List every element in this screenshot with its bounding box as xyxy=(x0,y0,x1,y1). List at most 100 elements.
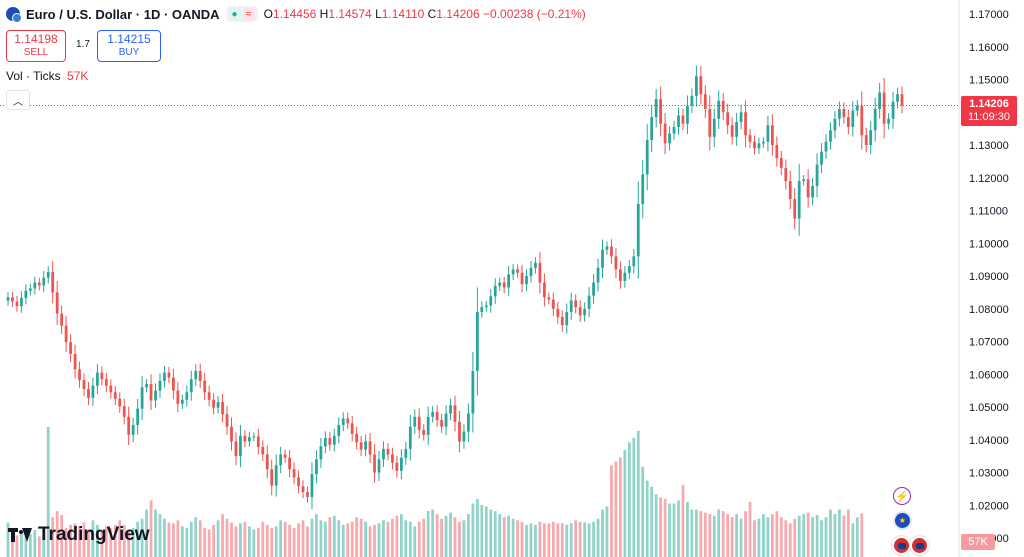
candle-body xyxy=(399,457,403,471)
candle-body xyxy=(806,179,810,198)
candle-body xyxy=(601,249,604,268)
candle-body xyxy=(681,115,685,124)
volume-bar xyxy=(475,498,479,557)
candle-body xyxy=(256,436,260,447)
volume-legend[interactable]: Vol · Ticks 57K xyxy=(6,69,88,83)
eu-flag-event-icon[interactable]: ★ xyxy=(893,511,912,530)
candle-body xyxy=(900,94,904,106)
volume-bar xyxy=(708,514,712,557)
volume-bar xyxy=(46,427,50,557)
candle-body xyxy=(319,446,323,460)
volume-bar xyxy=(480,505,484,557)
volume-bar xyxy=(565,524,569,557)
buy-button[interactable]: 1.14215 BUY xyxy=(97,30,161,62)
volume-bar xyxy=(681,485,685,557)
sell-price: 1.14198 xyxy=(14,32,58,46)
candle-body xyxy=(207,392,211,400)
volume-bar xyxy=(547,523,551,557)
candle-body xyxy=(315,459,318,475)
candle-body xyxy=(131,425,135,435)
candle-body xyxy=(712,118,716,137)
volume-bar xyxy=(207,529,211,557)
volume-bar xyxy=(793,518,797,557)
volume-bar xyxy=(453,517,457,557)
volume-bar xyxy=(838,509,841,557)
candle-body xyxy=(538,262,542,283)
candle-body xyxy=(614,256,618,270)
volume-bar xyxy=(413,526,417,557)
candle-body xyxy=(212,399,216,408)
volume-bar xyxy=(78,526,81,557)
candle-body xyxy=(516,269,519,273)
volume-bar xyxy=(176,520,180,557)
volume-bar xyxy=(373,524,376,557)
volume-bar xyxy=(145,509,148,557)
symbol-title[interactable]: Euro / U.S. Dollar · 1D · OANDA xyxy=(26,6,220,22)
volume-bar xyxy=(172,523,175,557)
candle-body xyxy=(650,117,654,141)
volume-bar xyxy=(614,461,618,557)
candle-body xyxy=(811,185,814,198)
volume-bar xyxy=(623,449,627,557)
candle-body xyxy=(78,369,81,381)
volume-bars xyxy=(6,427,864,557)
volume-bar xyxy=(574,520,578,557)
price-axis-tick: 1.04000 xyxy=(969,435,1009,447)
volume-bar xyxy=(319,520,323,557)
volume-bar xyxy=(194,517,198,557)
price-axis[interactable]: 1.010001.020001.030001.040001.050001.060… xyxy=(969,9,1009,545)
high-value: 1.14574 xyxy=(328,7,372,21)
candle-body xyxy=(113,392,117,399)
volume-bar xyxy=(632,437,636,557)
volume-bar xyxy=(462,520,466,557)
candle-body xyxy=(833,118,837,131)
price-axis-tick: 1.16000 xyxy=(969,42,1009,54)
volume-bar xyxy=(42,526,46,557)
candle-body xyxy=(748,135,752,142)
candle-body xyxy=(15,301,19,307)
volume-bar xyxy=(225,518,229,557)
candle-body xyxy=(498,282,502,286)
volume-bar xyxy=(690,509,694,557)
candle-body xyxy=(824,141,828,152)
volume-bar xyxy=(377,523,381,557)
candle-body xyxy=(24,290,28,298)
candle-body xyxy=(189,379,193,393)
bar-countdown: 11:09:30 xyxy=(967,111,1010,123)
candle-body xyxy=(694,76,698,96)
price-axis-tick: 1.11000 xyxy=(969,206,1008,218)
volume-bar xyxy=(270,527,274,557)
open-value: 1.14456 xyxy=(272,7,317,21)
volume-bar xyxy=(127,529,131,557)
candle-body xyxy=(793,199,797,219)
candle-body xyxy=(708,108,712,137)
sell-button[interactable]: 1.14198 SELL xyxy=(6,30,66,62)
candle-body xyxy=(873,108,877,131)
collapse-legend-button[interactable]: ︿ xyxy=(6,90,30,110)
volume-bar xyxy=(386,521,390,557)
volume-bar xyxy=(82,522,86,557)
volume-bar xyxy=(583,522,587,557)
candle-body xyxy=(672,126,676,134)
volume-bar xyxy=(444,515,448,557)
lightning-event-icon[interactable]: ⚡ xyxy=(893,487,911,505)
candle-body xyxy=(610,246,613,257)
tradingview-logo[interactable]: TradingView xyxy=(8,524,150,546)
volume-bar xyxy=(717,509,721,557)
us-flag-event-icon-2[interactable] xyxy=(910,536,929,555)
market-status-pill[interactable]: ● ≈ xyxy=(225,6,258,22)
candle-body xyxy=(306,492,309,498)
volume-bar xyxy=(395,515,399,557)
volume-bar xyxy=(659,497,663,557)
candle-body xyxy=(440,420,443,427)
volume-bar xyxy=(234,526,238,557)
candle-body xyxy=(520,272,524,285)
volume-bar xyxy=(753,520,756,557)
volume-bar xyxy=(534,524,537,557)
volume-bar xyxy=(520,521,524,557)
volume-bar xyxy=(668,503,671,557)
candle-body xyxy=(605,246,609,250)
us-flag-event-icon[interactable] xyxy=(892,536,911,555)
candle-body xyxy=(551,299,555,309)
